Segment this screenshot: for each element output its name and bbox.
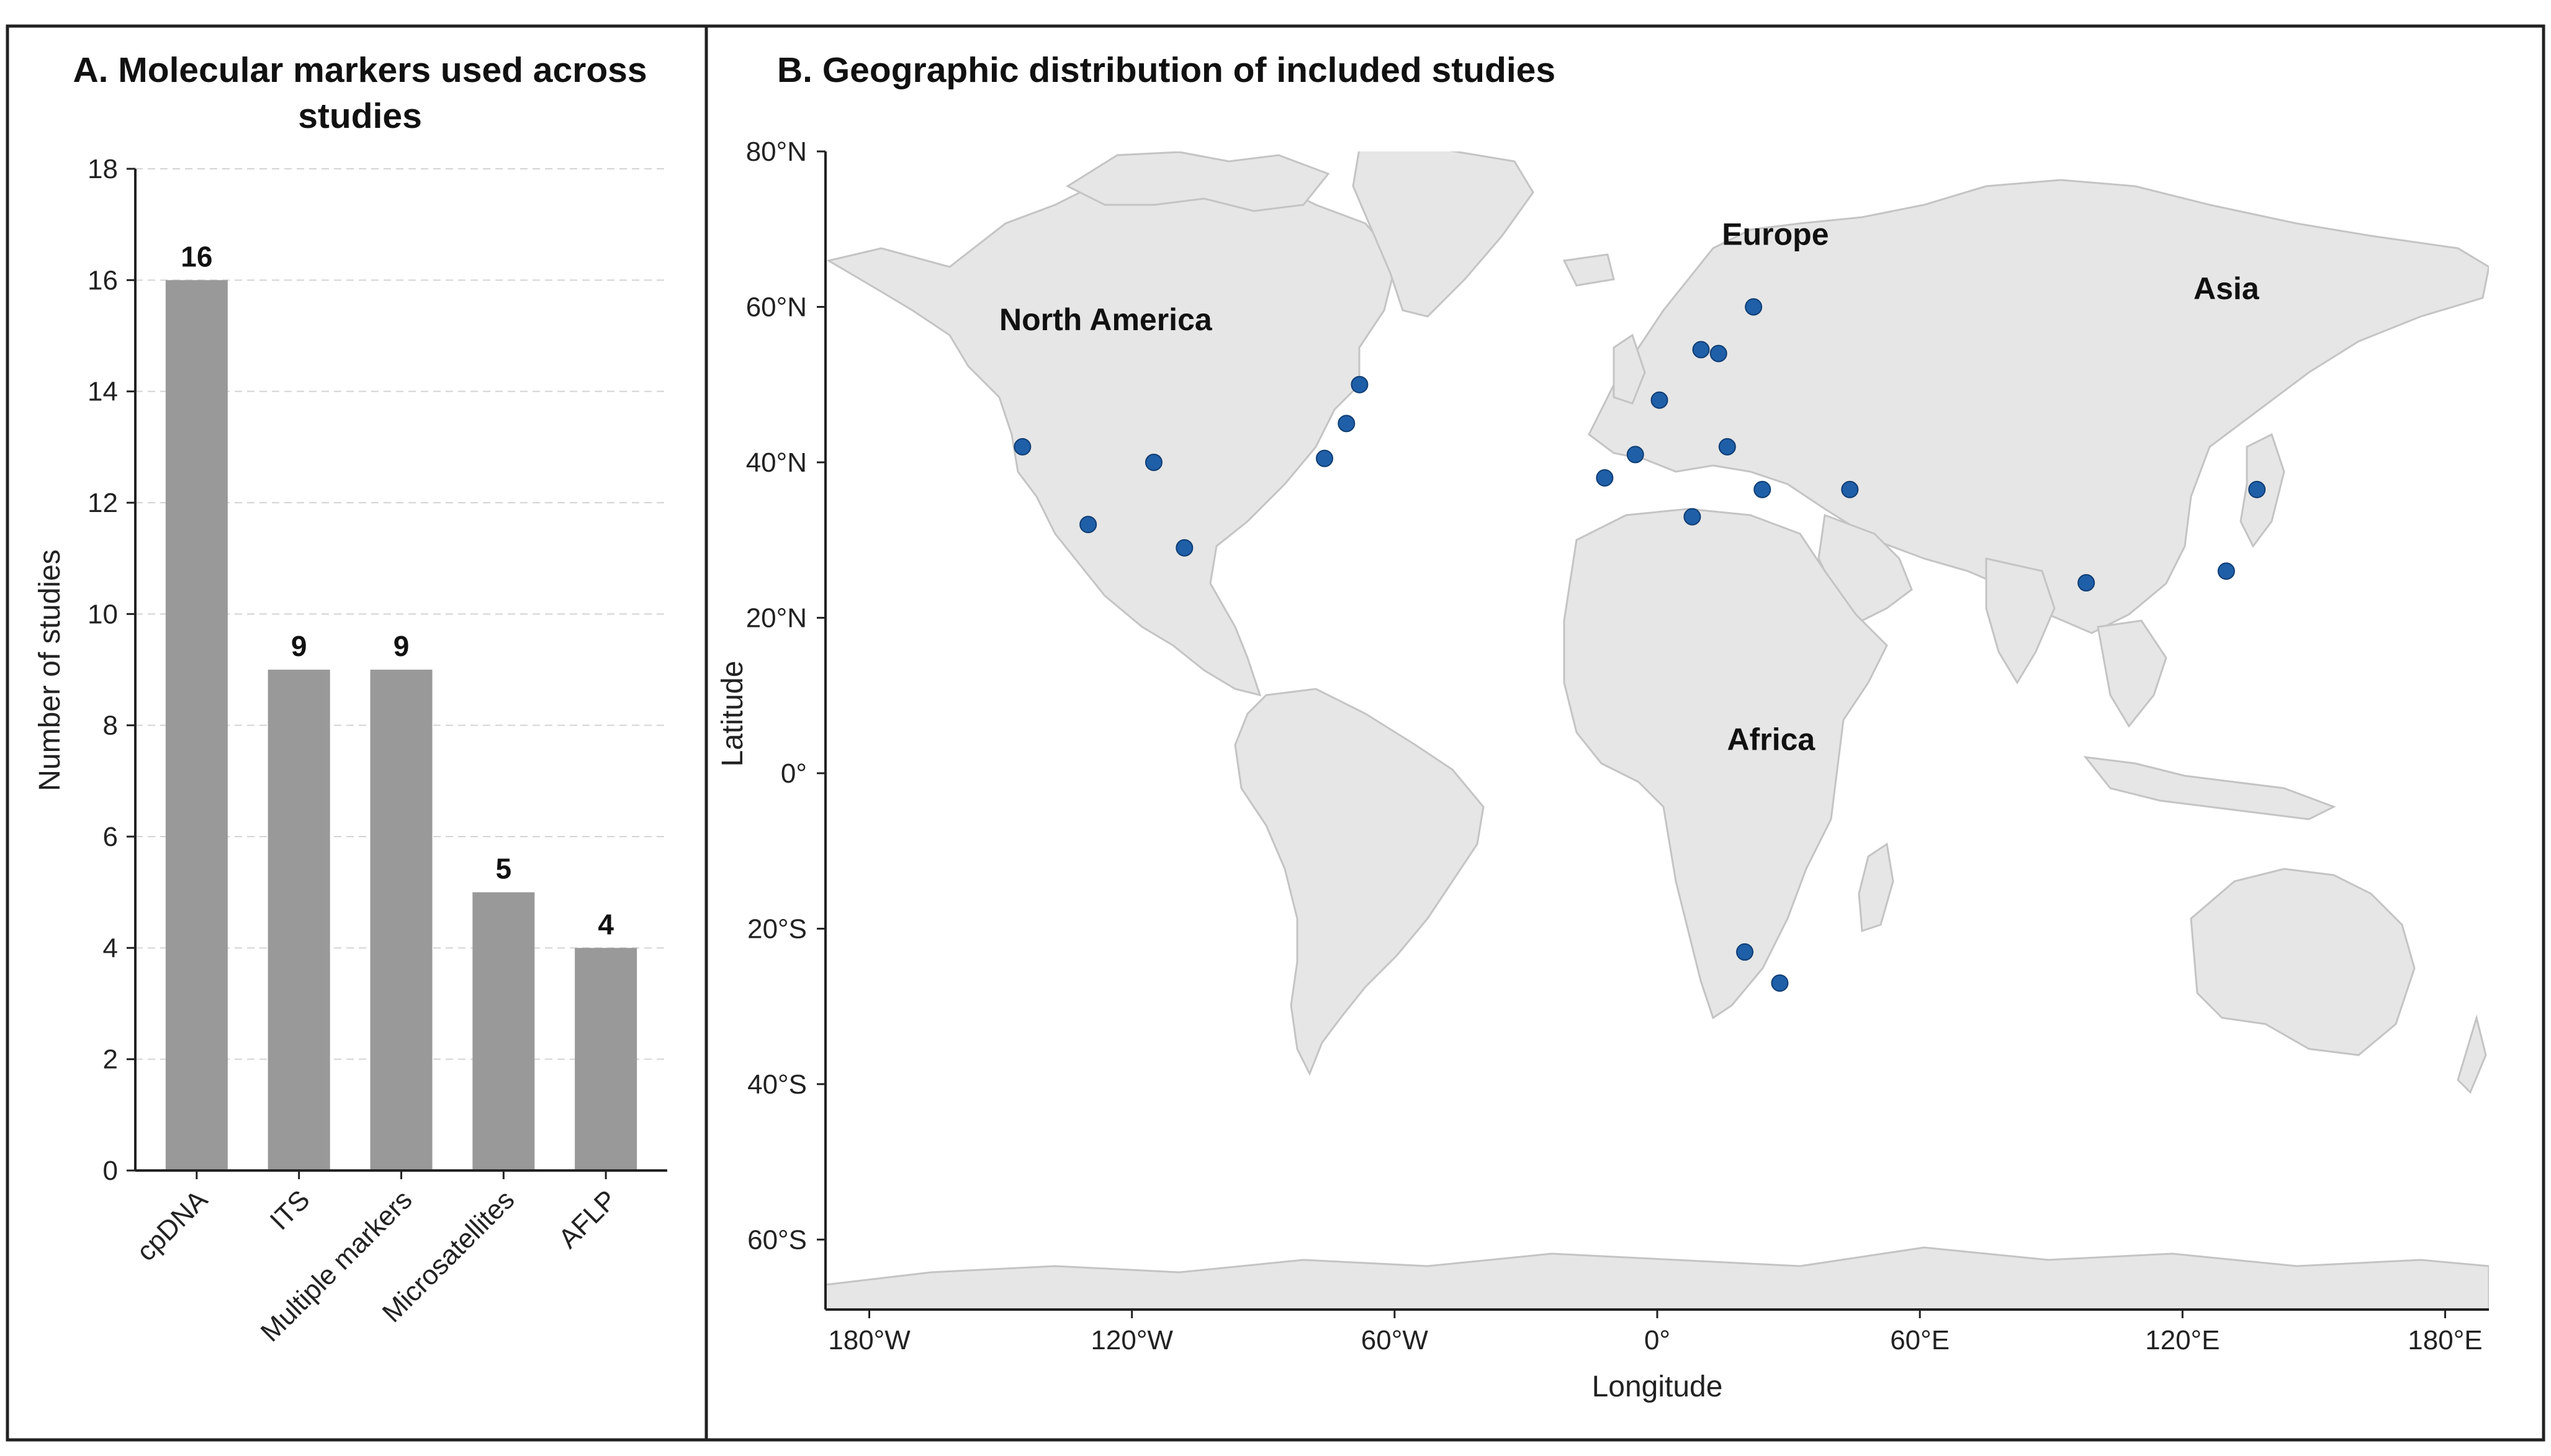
panel-b-y-tick-label: 20°N	[746, 603, 807, 633]
study-location-point	[1145, 453, 1163, 471]
study-location-point	[1683, 508, 1701, 526]
study-location-point	[2077, 574, 2095, 592]
panel-a-y-ticks: 0 2 4 6 8 10 12 14 16 18	[88, 154, 135, 1186]
landmass-arctic-islands	[1065, 151, 1330, 212]
bar-value-label: 9	[394, 630, 410, 662]
study-location-point	[2248, 480, 2266, 498]
study-location-point	[1709, 344, 1727, 362]
study-location-point	[1753, 480, 1771, 498]
study-location-point	[1596, 469, 1614, 487]
figure-frame	[6, 24, 2545, 1442]
study-location-point	[1626, 446, 1644, 464]
bar-value-label: 9	[291, 630, 307, 662]
panel-a-bars	[165, 280, 637, 1171]
landmass-new-zealand	[2457, 1014, 2487, 1094]
panel-a-y-tick-label: 0	[103, 1156, 118, 1186]
panel-b-x-axis-label: Longitude	[1592, 1370, 1723, 1403]
panel-b-x-tick-label: 60°E	[1890, 1325, 1950, 1355]
bar-value-label: 16	[181, 240, 212, 272]
study-location-point	[1718, 438, 1736, 456]
panel-b-y-tick-label: 0°	[781, 758, 807, 789]
study-location-point	[2217, 562, 2235, 580]
landmass-antarctica	[826, 1246, 2489, 1310]
region-label-africa: Africa	[1727, 722, 1816, 757]
panel-a-y-tick-label: 18	[88, 154, 118, 184]
landmass-eurasia	[1588, 179, 2489, 634]
landmass-southeast-asia	[2097, 619, 2167, 728]
study-location-point	[1736, 943, 1754, 961]
panel-a-title-line-2: studies	[298, 96, 422, 136]
panel-a-y-tick-label: 6	[103, 822, 118, 852]
panel-a-value-labels: 16 9 9 5 4	[181, 240, 614, 940]
region-label-europe: Europe	[1722, 217, 1829, 251]
study-location-point	[1771, 974, 1789, 992]
map-land	[826, 151, 2489, 1310]
panel-b-y-tick-label: 60°N	[746, 292, 807, 322]
panel-b-x-tick-label: 180°W	[828, 1325, 911, 1355]
panel-b-y-tick-label: 80°N	[746, 137, 807, 167]
region-label-asia: Asia	[2193, 271, 2260, 306]
region-label-north-america: North America	[999, 302, 1213, 337]
panel-a-title-line-1: A. Molecular markers used across	[73, 50, 647, 90]
bar-value-label: 4	[598, 908, 614, 940]
study-location-point	[1745, 298, 1763, 316]
landmass-australia	[2190, 868, 2416, 1056]
panel-b-y-tick-label: 40°N	[746, 447, 807, 478]
study-location-point	[1692, 341, 1710, 359]
panel-b-study-points	[1014, 298, 2266, 992]
study-location-point	[1841, 480, 1859, 498]
panel-a-y-axis-label: Number of studies	[34, 549, 66, 791]
panel-a-x-tick-label: AFLP	[553, 1184, 623, 1254]
landmass-south-america	[1234, 688, 1485, 1076]
panel-b-x-tick-label: 120°E	[2145, 1325, 2220, 1355]
landmass-indonesia	[2083, 756, 2336, 820]
panel-a-y-tick-label: 8	[103, 711, 118, 741]
panel-b-x-tick-label: 120°W	[1091, 1325, 1173, 1355]
landmass-iceland	[1562, 253, 1615, 287]
panel-b-y-axis-label: Latitude	[716, 661, 749, 767]
bar-value-label: 5	[496, 853, 512, 885]
bar-its	[268, 670, 330, 1171]
panel-b-x-tick-label: 180°E	[2408, 1325, 2482, 1355]
landmass-india	[1985, 557, 2056, 685]
landmass-africa	[1563, 508, 1888, 1020]
study-location-point	[1014, 438, 1032, 456]
panel-b-y-tick-label: 40°S	[747, 1069, 807, 1100]
panel-b-y-tick-label: 60°S	[747, 1225, 807, 1255]
landmass-north-america	[826, 166, 1398, 697]
study-location-point	[1650, 391, 1668, 409]
panel-b-title: B. Geographic distribution of included s…	[777, 50, 1555, 90]
panel-a-x-tick-label: cpDNA	[131, 1184, 214, 1267]
panel-b-region-labels: North America Europe Asia Africa	[999, 217, 2260, 757]
panel-a-y-tick-label: 4	[103, 933, 118, 963]
landmass-british-isles	[1613, 333, 1646, 405]
panel-a-y-tick-label: 12	[88, 488, 118, 518]
study-location-point	[1338, 415, 1356, 433]
study-location-point	[1351, 375, 1369, 393]
panel-a-y-tick-label: 16	[88, 265, 118, 295]
panel-b-ticks: 180°W 120°W 60°W 0° 60°E 120°E 180°E 80°N 60°N 40…	[746, 137, 2483, 1355]
bar-multiple-markers	[370, 670, 433, 1171]
bar-microsatellites	[472, 892, 535, 1171]
panel-a-y-tick-label: 14	[88, 377, 118, 407]
panel-b-y-tick-label: 20°S	[747, 914, 807, 944]
panel-b-map: B. Geographic distribution of included s…	[716, 50, 2489, 1403]
study-location-point	[1079, 516, 1097, 534]
bar-cpdna	[165, 280, 228, 1171]
panel-a-y-tick-label: 2	[103, 1045, 118, 1075]
bar-aflp	[575, 948, 637, 1171]
landmass-madagascar	[1858, 842, 1894, 933]
study-location-point	[1176, 539, 1194, 557]
panel-b-x-tick-label: 60°W	[1361, 1325, 1429, 1355]
panel-b-x-tick-label: 0°	[1644, 1325, 1670, 1355]
landmass-greenland	[1352, 151, 1534, 318]
study-location-point	[1316, 449, 1333, 467]
panel-a-x-tick-label: ITS	[264, 1184, 316, 1236]
panel-a-bar-chart: A. Molecular markers used across studies…	[34, 50, 667, 1347]
panel-a-y-tick-label: 10	[88, 599, 118, 629]
